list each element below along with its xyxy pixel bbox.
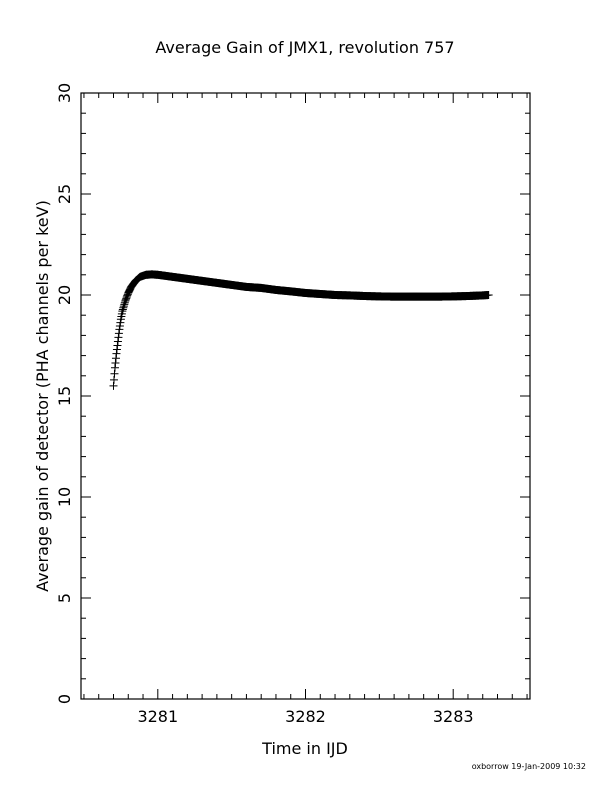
plot-frame bbox=[80, 92, 531, 700]
y-tick-label: 0 bbox=[55, 694, 74, 704]
y-tick-label: 25 bbox=[55, 184, 74, 204]
x-axis-title: Time in IJD bbox=[261, 739, 348, 758]
x-axis: 3281 3282 3283 bbox=[83, 93, 528, 726]
y-tick-label: 15 bbox=[55, 386, 74, 406]
x-tick-label: 3282 bbox=[285, 707, 326, 726]
data-point bbox=[484, 291, 493, 299]
y-axis-title: Average gain of detector (PHA channels p… bbox=[33, 200, 52, 592]
footer-credit: oxborrow 19-Jan-2009 10:32 bbox=[472, 762, 586, 771]
y-tick-label: 10 bbox=[55, 487, 74, 507]
y-tick-label: 20 bbox=[55, 285, 74, 305]
y-tick-label: 5 bbox=[55, 593, 74, 603]
y-axis: 0 5 10 15 20 25 30 bbox=[55, 83, 530, 704]
y-tick-label: 30 bbox=[55, 83, 74, 103]
x-tick-label: 3281 bbox=[137, 707, 178, 726]
x-tick-label: 3283 bbox=[433, 707, 474, 726]
chart-title: Average Gain of JMX1, revolution 757 bbox=[155, 38, 454, 57]
data-series bbox=[109, 270, 493, 390]
